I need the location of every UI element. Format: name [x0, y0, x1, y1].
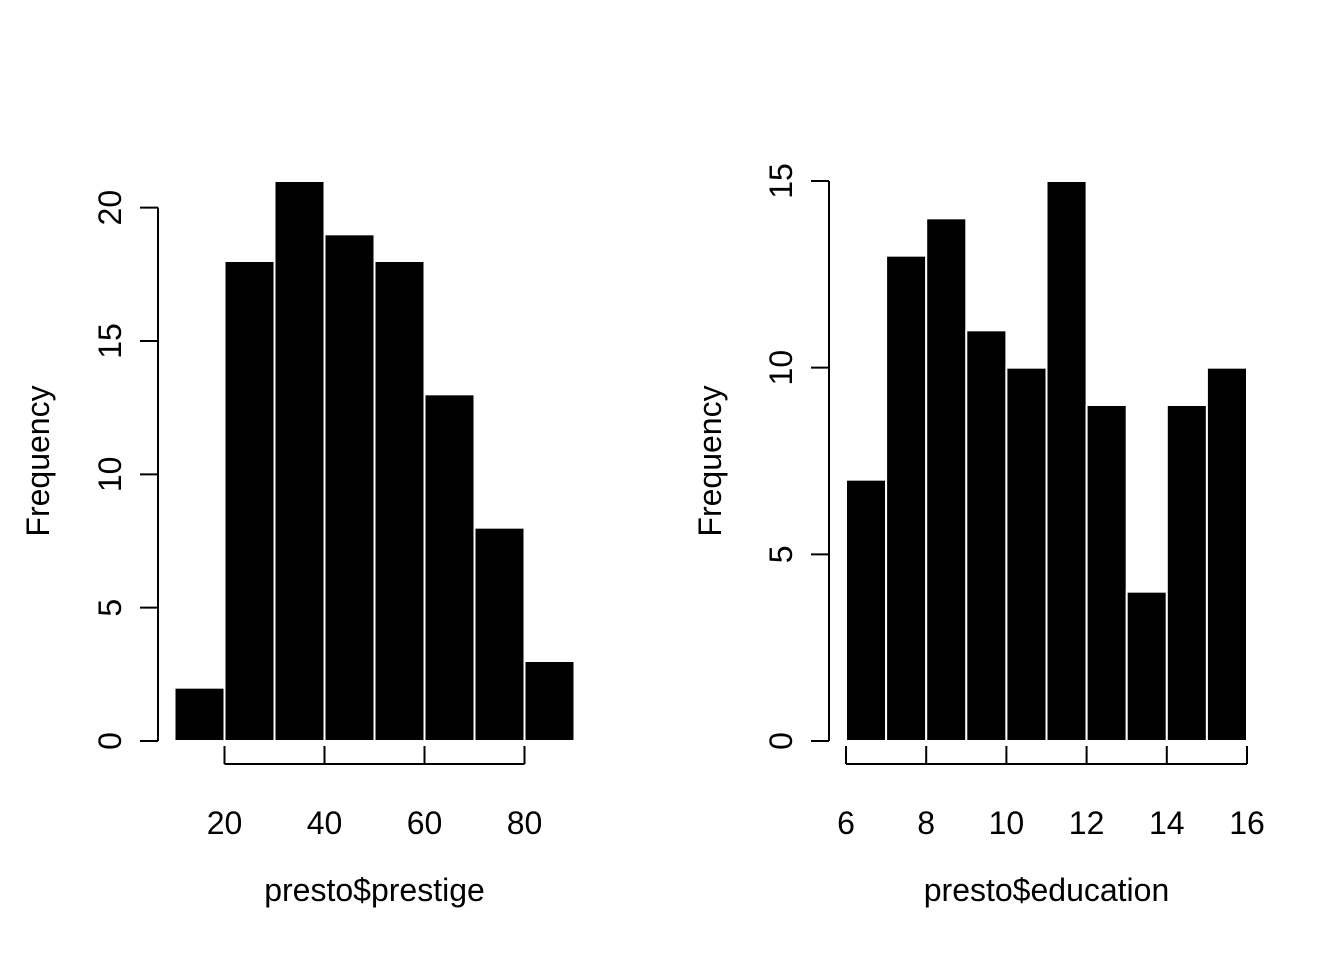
- chart-1-bar-3: [273, 180, 326, 742]
- chart-1-bar-5: [373, 260, 426, 742]
- chart-2-panel: 6 8 10 12 14 16 0 5 10 15 presto$education Frequenc…: [692, 163, 1265, 908]
- chart-1-x-tick-label-4: 80: [507, 805, 543, 841]
- chart-1-y-tick-label-2: 5: [92, 599, 128, 617]
- chart-1-y-tick-label-3: 10: [92, 457, 128, 493]
- chart-1-x-tick-label-1: 20: [207, 805, 243, 841]
- chart-1-y-tick-label-1: 0: [92, 732, 128, 750]
- chart-1-bar-1: [173, 686, 226, 743]
- chart-2-bar-6: [1045, 180, 1088, 742]
- chart-2-bar-3: [925, 217, 968, 743]
- chart-2-bar-4: [965, 329, 1008, 742]
- chart-1-x-axis-title: presto$prestige: [264, 872, 485, 908]
- chart-1-panel: 20 40 60 80 0 5 10 15 20 presto$prestige Frequency: [20, 180, 576, 908]
- chart-2-bar-10: [1205, 366, 1249, 742]
- chart-2-y-axis-title: Frequency: [692, 385, 728, 536]
- chart-2-y-tick-label-4: 15: [763, 163, 799, 199]
- chart-2-x-tick-label-2: 8: [917, 805, 935, 841]
- chart-2-y-tick-label-1: 0: [763, 732, 799, 750]
- chart-2-x-tick-label-4: 12: [1069, 805, 1105, 841]
- chart-2-bar-7: [1085, 404, 1128, 742]
- chart-1-bar-8: [523, 660, 576, 742]
- chart-1-y-axis-title: Frequency: [20, 385, 56, 536]
- chart-2-x-tick-label-3: 10: [989, 805, 1025, 841]
- chart-2-bar-1: [845, 478, 888, 742]
- chart-2-x-tick-label-6: 16: [1229, 805, 1265, 841]
- chart-2-y-tick-label-2: 5: [763, 545, 799, 563]
- chart-1-y-tick-label-4: 15: [92, 323, 128, 359]
- chart-1-x-tick-label-3: 60: [407, 805, 443, 841]
- chart-2-bar-5: [1005, 366, 1048, 742]
- chart-1-bar-2: [223, 260, 276, 742]
- chart-2-y-tick-label-3: 10: [763, 350, 799, 386]
- chart-1-y-tick-label-5: 20: [92, 190, 128, 226]
- chart-2-x-tick-label-5: 14: [1149, 805, 1185, 841]
- chart-1-x-tick-label-2: 40: [307, 805, 343, 841]
- chart-2-bar-8: [1125, 590, 1168, 743]
- chart-2-x-axis-title: presto$education: [924, 872, 1170, 908]
- chart-2-x-tick-label-1: 6: [837, 805, 855, 841]
- chart-1-bar-6: [423, 393, 476, 742]
- chart-2-bar-9: [1165, 404, 1208, 742]
- chart-1-bar-4: [323, 233, 376, 742]
- chart-1-bar-7: [473, 526, 526, 743]
- chart-2-bar-2: [885, 254, 928, 743]
